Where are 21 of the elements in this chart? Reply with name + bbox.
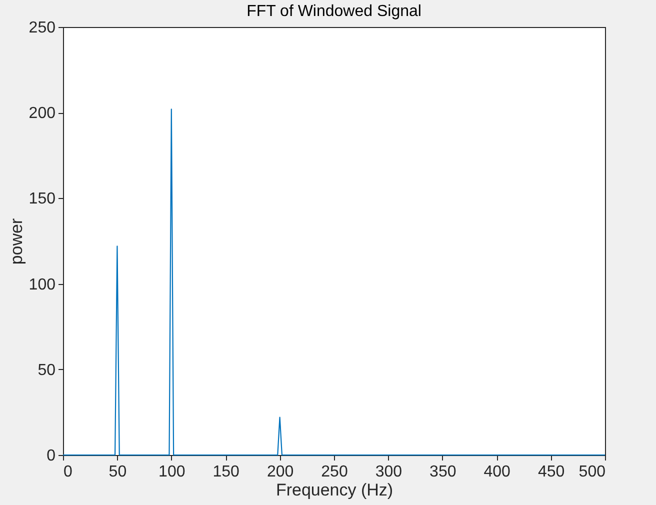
- x-tick-label: 400: [484, 464, 511, 480]
- x-tick-label: 300: [375, 464, 402, 480]
- y-axis-title: power: [6, 218, 26, 265]
- x-tick-label: 450: [538, 464, 565, 480]
- x-tick-label: 50: [108, 464, 127, 480]
- x-tick-label: 200: [266, 464, 294, 480]
- y-tick-label: 0: [46, 448, 56, 464]
- x-tick-label: 250: [321, 464, 348, 480]
- line-series: [62, 108, 606, 456]
- x-axis-title: Frequency (Hz): [276, 480, 394, 500]
- x-tick-label: 0: [64, 464, 72, 480]
- x-tick-label: 500: [578, 464, 606, 480]
- y-tick-label: 100: [28, 276, 56, 294]
- x-tick-label: 100: [158, 464, 186, 480]
- chart-title: FFT of Windowed Signal: [246, 3, 422, 20]
- x-tick-label: 150: [212, 464, 240, 480]
- y-tick-label: 150: [28, 190, 56, 208]
- y-tick-label: 250: [28, 20, 56, 36]
- y-tick-label: 200: [28, 105, 56, 122]
- y-tick-label: 50: [38, 362, 56, 379]
- x-tick-label: 350: [430, 464, 456, 480]
